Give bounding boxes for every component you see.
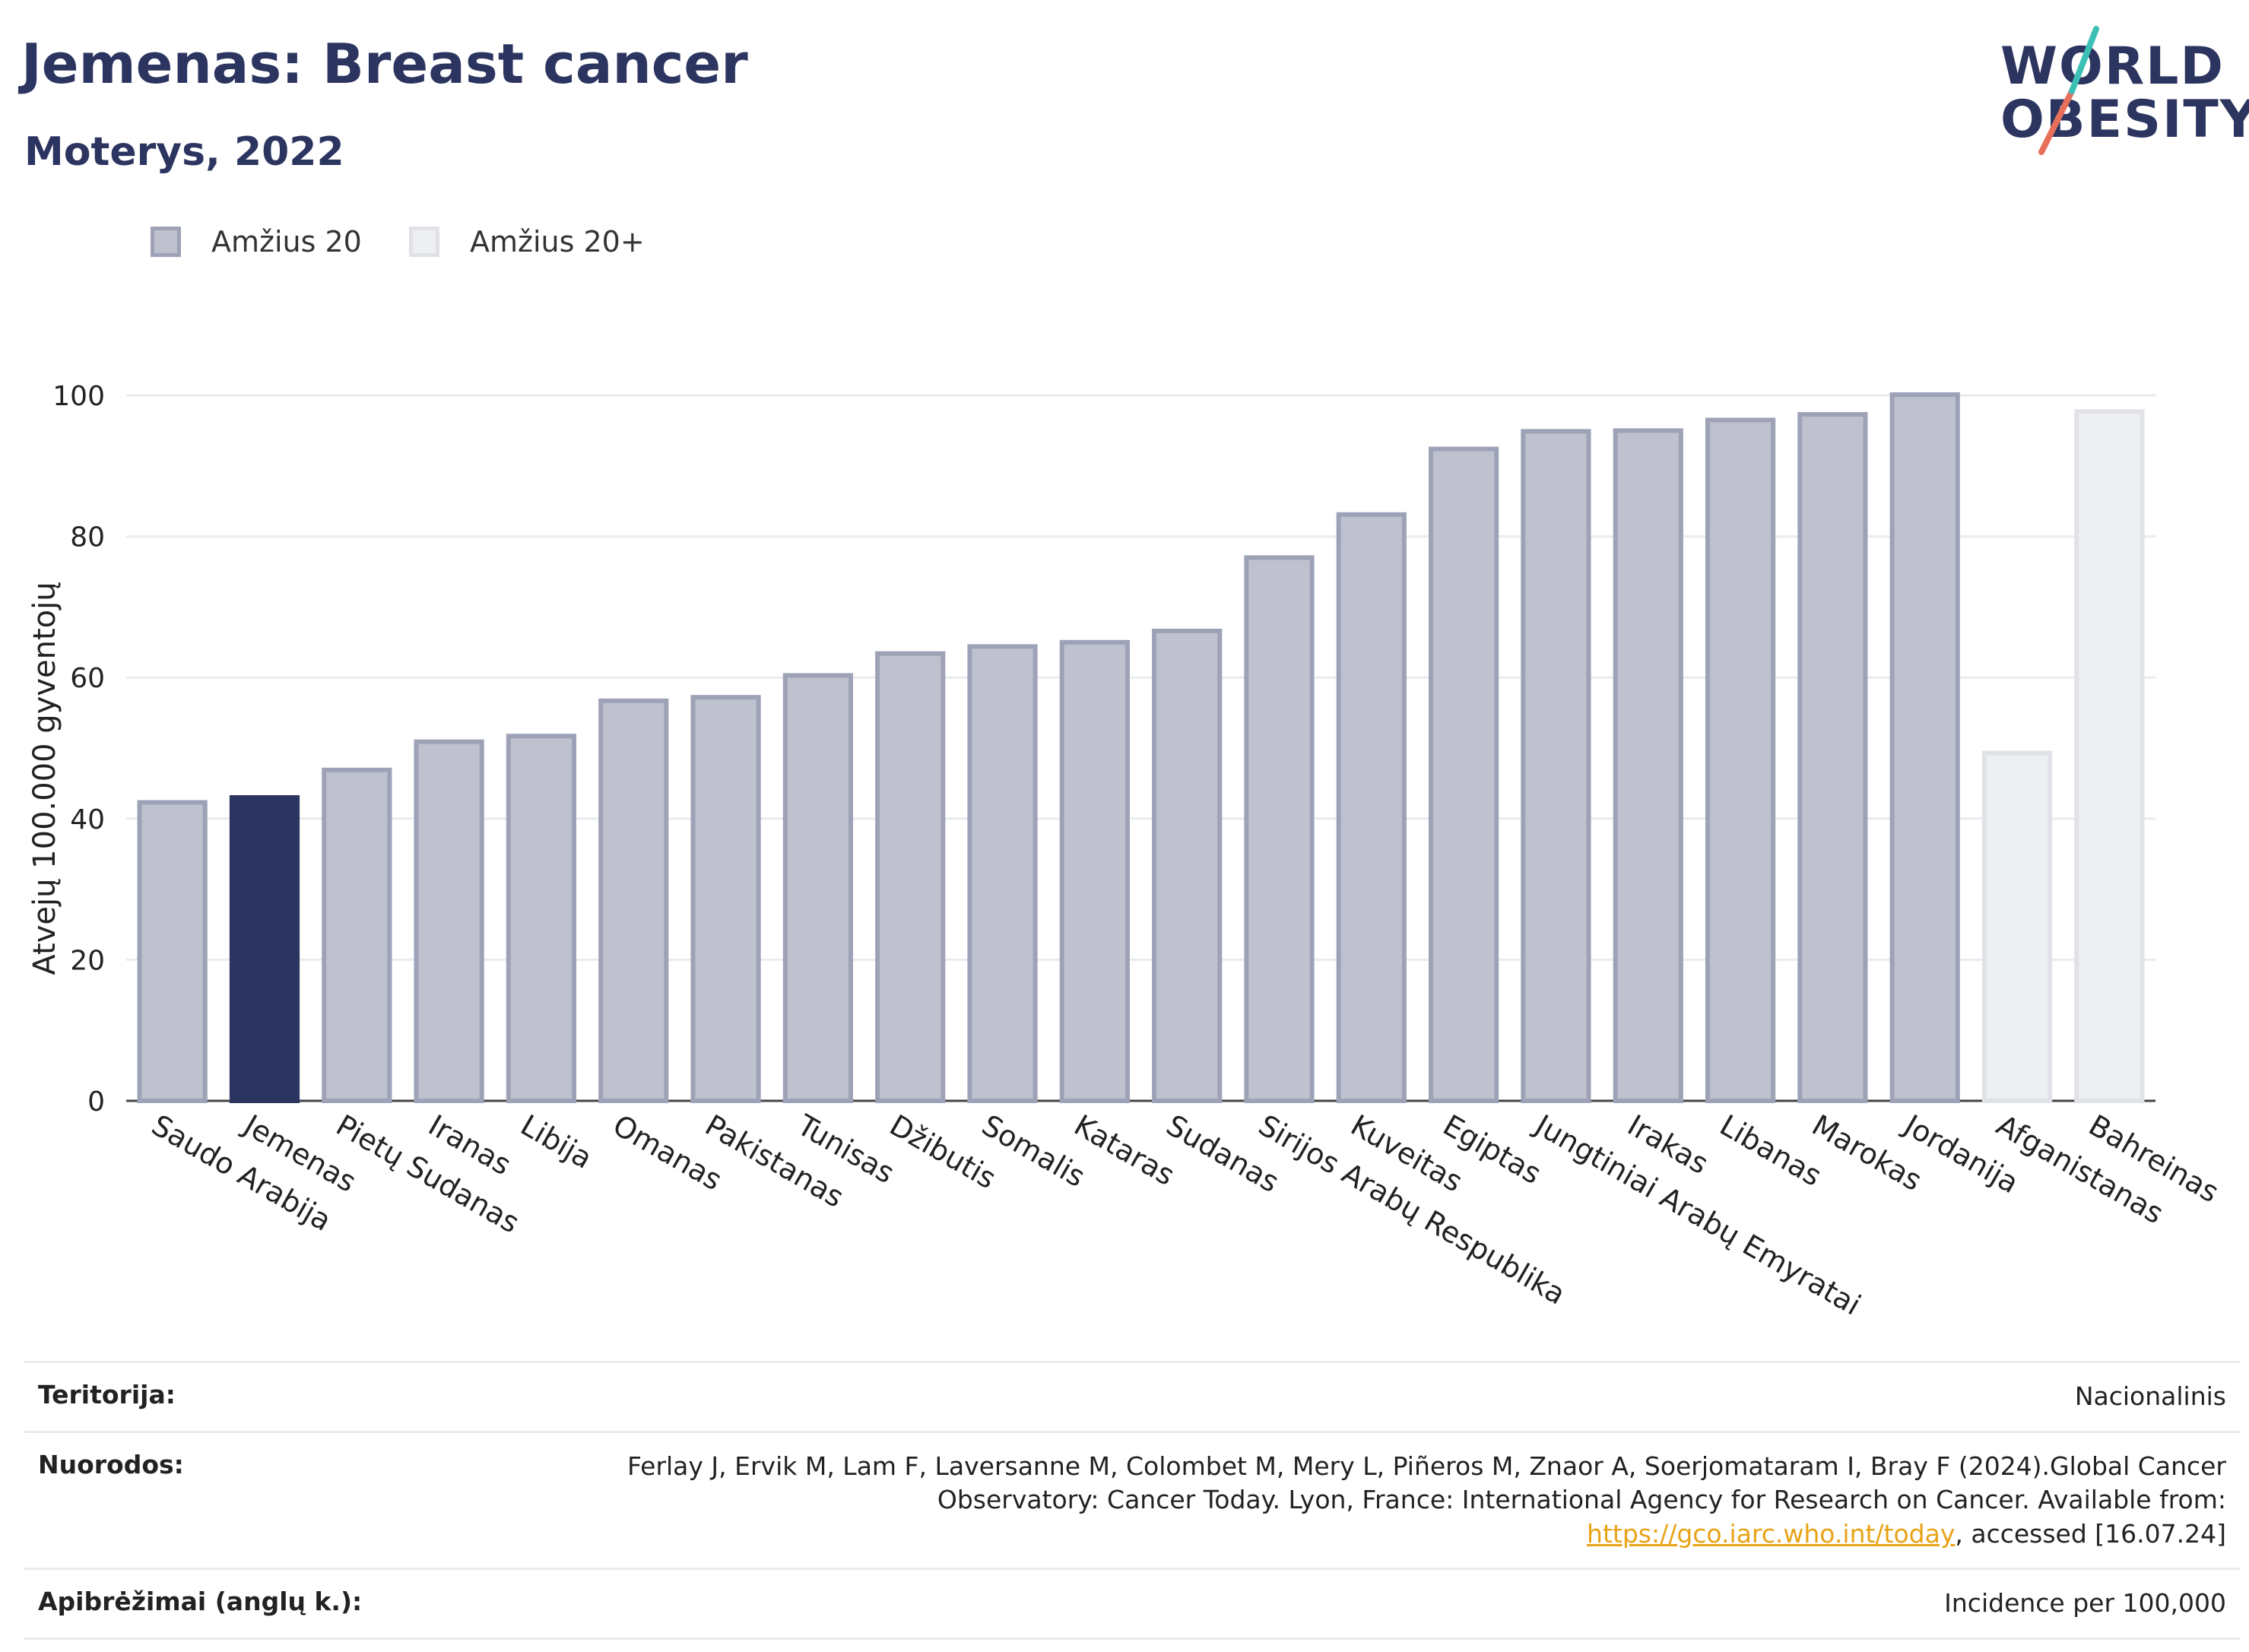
bar-libanas[interactable] xyxy=(1705,417,1776,1103)
bar-kuveitas[interactable] xyxy=(1336,512,1407,1103)
bar-tunisas[interactable] xyxy=(782,673,853,1103)
bar-saudo-arabija[interactable] xyxy=(137,800,208,1104)
reference-link[interactable]: https://gco.iarc.who.int/today xyxy=(1587,1518,1956,1549)
footer-value-territory: Nacionalinis xyxy=(2074,1381,2226,1411)
logo-slash-icon xyxy=(2038,26,2099,155)
bar-afganistanas[interactable] xyxy=(1981,750,2053,1103)
logo-text-world: WORLD xyxy=(2000,36,2225,97)
bar-sudanas[interactable] xyxy=(1152,628,1223,1103)
world-obesity-logo: WORLD OBESITY xyxy=(1996,23,2249,160)
bar-jemenas[interactable] xyxy=(229,794,300,1103)
footer-value-definitions: Incidence per 100,000 xyxy=(1944,1588,2226,1619)
bar-jungtiniai-arab-emyratai[interactable] xyxy=(1521,429,1591,1103)
legend-swatch-age20plus xyxy=(409,227,439,257)
legend-label-age20: Amžius 20 xyxy=(211,225,362,258)
footer-label-definitions: Apibrėžimai (anglų k.): xyxy=(38,1587,363,1617)
bar-egiptas[interactable] xyxy=(1429,446,1499,1103)
y-tick-label: 40 xyxy=(70,804,105,836)
x-tick-label: Džibutis xyxy=(884,1108,1002,1196)
y-tick-label: 20 xyxy=(70,945,105,976)
footer-label-references: Nuorodos: xyxy=(38,1449,184,1479)
y-tick-label: 60 xyxy=(70,663,105,694)
bar-libija[interactable] xyxy=(506,734,577,1103)
bar-d-ibutis[interactable] xyxy=(875,651,946,1103)
bar-sirijos-arab-respublika[interactable] xyxy=(1244,555,1315,1103)
x-tick-label: Kataras xyxy=(1068,1108,1180,1192)
footer-label-territory: Teritorija: xyxy=(38,1380,176,1409)
page-subtitle: Moterys, 2022 xyxy=(24,129,344,175)
x-tick-label: Somalis xyxy=(976,1108,1091,1194)
bar-piet-sudanas[interactable] xyxy=(322,767,392,1103)
legend-item-age20[interactable]: Amžius 20 xyxy=(151,225,362,258)
bar-pakistanas[interactable] xyxy=(690,695,761,1103)
y-tick-label: 80 xyxy=(70,522,105,553)
footer-row-definitions: Apibrėžimai (anglų k.): Incidence per 10… xyxy=(24,1568,2240,1640)
footer-row-references: Nuorodos: Ferlay J, Ervik M, Lam F, Lave… xyxy=(24,1430,2240,1568)
footer-table: Teritorija: Nacionalinis Nuorodos: Ferla… xyxy=(24,1361,2240,1640)
legend-label-age20plus: Amžius 20+ xyxy=(470,225,645,258)
bar-somalis[interactable] xyxy=(967,644,1038,1103)
x-tick-label: Libanas xyxy=(1715,1108,1828,1193)
legend-item-age20plus[interactable]: Amžius 20+ xyxy=(409,225,645,258)
y-tick-label: 100 xyxy=(52,381,105,412)
bar-irakas[interactable] xyxy=(1613,428,1683,1103)
logo-text-obesity: OBESITY xyxy=(2000,90,2249,150)
bar-omanas[interactable] xyxy=(598,698,669,1103)
y-axis-label: Atvejų 100.000 gyventojų xyxy=(27,582,62,975)
bar-marokas[interactable] xyxy=(1797,412,1868,1103)
footer-value-references: Ferlay J, Ervik M, Lam F, Laversanne M, … xyxy=(554,1450,2226,1552)
reference-text: Ferlay J, Ervik M, Lam F, Laversanne M, … xyxy=(626,1451,2226,1515)
page-title: Jemenas: Breast cancer xyxy=(21,32,748,96)
bar-kataras[interactable] xyxy=(1059,639,1130,1103)
x-tick-label: Libija xyxy=(515,1108,598,1175)
y-tick-label: 0 xyxy=(87,1086,105,1118)
bar-jordanija[interactable] xyxy=(1889,392,1960,1103)
reference-accessed: , accessed [16.07.24] xyxy=(1955,1518,2226,1549)
footer-row-territory: Teritorija: Nacionalinis xyxy=(24,1361,2240,1431)
bar-bahreinas[interactable] xyxy=(2074,409,2145,1103)
legend-swatch-age20 xyxy=(151,227,181,257)
bar-iranas[interactable] xyxy=(414,739,484,1103)
